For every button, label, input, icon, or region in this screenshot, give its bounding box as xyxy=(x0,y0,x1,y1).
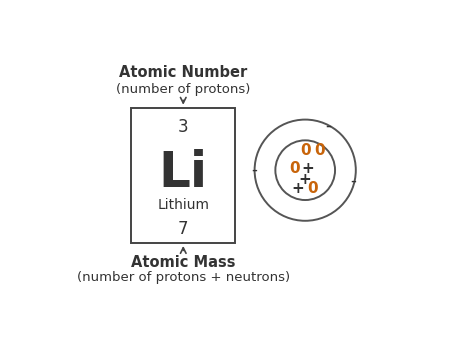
Text: Lithium: Lithium xyxy=(157,198,209,212)
Text: -: - xyxy=(350,172,356,190)
Text: 0: 0 xyxy=(314,143,325,158)
Text: 3: 3 xyxy=(178,118,189,136)
Text: (number of protons + neutrons): (number of protons + neutrons) xyxy=(77,271,290,284)
Text: +: + xyxy=(301,161,314,176)
Text: -: - xyxy=(252,161,257,179)
Bar xyxy=(131,108,235,243)
Text: 7: 7 xyxy=(178,220,189,238)
Text: Li: Li xyxy=(159,149,208,197)
Text: +: + xyxy=(291,181,304,196)
Text: 0: 0 xyxy=(308,181,319,196)
Text: (number of protons): (number of protons) xyxy=(116,83,250,96)
Text: +: + xyxy=(299,172,311,187)
Text: Atomic Mass: Atomic Mass xyxy=(131,255,236,270)
Text: -: - xyxy=(326,117,331,135)
Circle shape xyxy=(255,120,356,221)
Circle shape xyxy=(275,140,335,200)
Text: 0: 0 xyxy=(290,161,300,176)
Text: 0: 0 xyxy=(300,143,310,158)
Text: Atomic Number: Atomic Number xyxy=(119,65,247,81)
